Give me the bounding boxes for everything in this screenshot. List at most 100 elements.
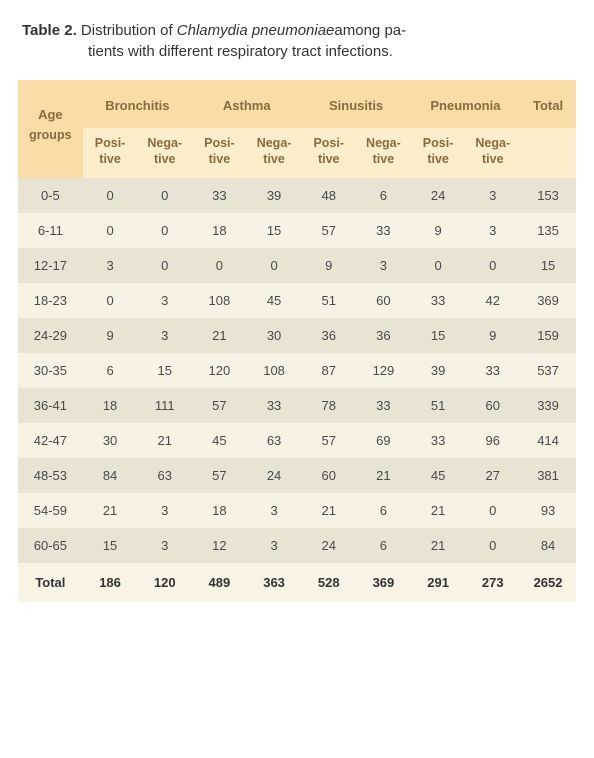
- caption-species: Chlamydia pneumoniae: [177, 22, 335, 39]
- value-cell: 0: [465, 248, 520, 283]
- table-row: 6-11001815573393135: [18, 213, 576, 248]
- value-cell: 36: [356, 318, 411, 353]
- row-total-cell: 93: [520, 493, 576, 528]
- row-total-cell: 381: [520, 458, 576, 493]
- header-row-groups: Age Bronchitis Asthma Sinusitis Pneumoni…: [18, 80, 576, 123]
- value-cell: 15: [137, 353, 192, 388]
- table-row: 12-173000930015: [18, 248, 576, 283]
- value-cell: 21: [83, 493, 138, 528]
- value-cell: 0: [137, 248, 192, 283]
- value-cell: 21: [192, 318, 247, 353]
- value-cell: 3: [137, 283, 192, 318]
- value-cell: 63: [137, 458, 192, 493]
- totals-cell: 273: [465, 563, 520, 602]
- value-cell: 39: [247, 178, 302, 213]
- value-cell: 6: [356, 528, 411, 563]
- table-body: 0-50033394862431536-1100181557339313512-…: [18, 178, 576, 602]
- row-total-cell: 414: [520, 423, 576, 458]
- value-cell: 3: [137, 528, 192, 563]
- value-cell: 0: [247, 248, 302, 283]
- value-cell: 57: [301, 423, 356, 458]
- value-cell: 108: [247, 353, 302, 388]
- table-row: 0-5003339486243153: [18, 178, 576, 213]
- value-cell: 111: [137, 388, 192, 423]
- col-header-total: Total: [520, 80, 576, 123]
- value-cell: 57: [192, 458, 247, 493]
- value-cell: 45: [411, 458, 466, 493]
- value-cell: 33: [465, 353, 520, 388]
- age-cell: 18-23: [18, 283, 83, 318]
- age-header-bottom: groups: [18, 128, 83, 177]
- value-cell: 63: [247, 423, 302, 458]
- totals-cell: 120: [137, 563, 192, 602]
- value-cell: 6: [83, 353, 138, 388]
- value-cell: 3: [465, 178, 520, 213]
- row-total-cell: 159: [520, 318, 576, 353]
- col-header-bronchitis: Bronchitis: [83, 80, 192, 123]
- table-row: 36-4118111573378335160339: [18, 388, 576, 423]
- value-cell: 30: [83, 423, 138, 458]
- table-row: 60-6515312324621084: [18, 528, 576, 563]
- value-cell: 0: [465, 493, 520, 528]
- caption-text-1: Distribution of: [81, 22, 177, 39]
- value-cell: 84: [83, 458, 138, 493]
- value-cell: 57: [192, 388, 247, 423]
- age-cell: 30-35: [18, 353, 83, 388]
- value-cell: 33: [411, 423, 466, 458]
- sub-header-neg: Nega-tive: [356, 128, 411, 177]
- row-total-cell: 15: [520, 248, 576, 283]
- totals-cell: 369: [356, 563, 411, 602]
- value-cell: 33: [247, 388, 302, 423]
- value-cell: 15: [83, 528, 138, 563]
- value-cell: 15: [411, 318, 466, 353]
- totals-cell: 186: [83, 563, 138, 602]
- value-cell: 87: [301, 353, 356, 388]
- col-header-asthma: Asthma: [192, 80, 301, 123]
- value-cell: 24: [411, 178, 466, 213]
- caption-text-2: among pa-: [334, 22, 406, 39]
- value-cell: 9: [465, 318, 520, 353]
- value-cell: 24: [301, 528, 356, 563]
- value-cell: 33: [356, 388, 411, 423]
- header-row-sub: groups Posi-tive Nega-tive Posi-tive Neg…: [18, 128, 576, 177]
- value-cell: 33: [192, 178, 247, 213]
- value-cell: 21: [411, 493, 466, 528]
- value-cell: 108: [192, 283, 247, 318]
- grand-total-cell: 2652: [520, 563, 576, 602]
- value-cell: 120: [192, 353, 247, 388]
- sub-header-pos: Posi-tive: [192, 128, 247, 177]
- value-cell: 3: [137, 318, 192, 353]
- value-cell: 0: [83, 283, 138, 318]
- distribution-table: Age Bronchitis Asthma Sinusitis Pneumoni…: [18, 80, 576, 602]
- value-cell: 6: [356, 178, 411, 213]
- value-cell: 45: [192, 423, 247, 458]
- age-cell: 60-65: [18, 528, 83, 563]
- value-cell: 0: [192, 248, 247, 283]
- value-cell: 18: [192, 493, 247, 528]
- col-header-sinusitis: Sinusitis: [301, 80, 410, 123]
- value-cell: 9: [83, 318, 138, 353]
- value-cell: 30: [247, 318, 302, 353]
- value-cell: 60: [301, 458, 356, 493]
- sub-header-neg: Nega-tive: [137, 128, 192, 177]
- value-cell: 9: [301, 248, 356, 283]
- table-row: 24-299321303636159159: [18, 318, 576, 353]
- value-cell: 60: [465, 388, 520, 423]
- value-cell: 15: [247, 213, 302, 248]
- sub-header-neg: Nega-tive: [465, 128, 520, 177]
- value-cell: 27: [465, 458, 520, 493]
- table-row: 18-23031084551603342369: [18, 283, 576, 318]
- value-cell: 48: [301, 178, 356, 213]
- value-cell: 0: [83, 178, 138, 213]
- sub-header-pos: Posi-tive: [301, 128, 356, 177]
- value-cell: 3: [465, 213, 520, 248]
- age-cell: 48-53: [18, 458, 83, 493]
- table-caption: Table 2. Distribution of Chlamydia pneum…: [18, 20, 576, 62]
- value-cell: 3: [247, 528, 302, 563]
- value-cell: 0: [83, 213, 138, 248]
- row-total-cell: 135: [520, 213, 576, 248]
- value-cell: 24: [247, 458, 302, 493]
- row-total-cell: 369: [520, 283, 576, 318]
- age-cell: 0-5: [18, 178, 83, 213]
- age-cell: 12-17: [18, 248, 83, 283]
